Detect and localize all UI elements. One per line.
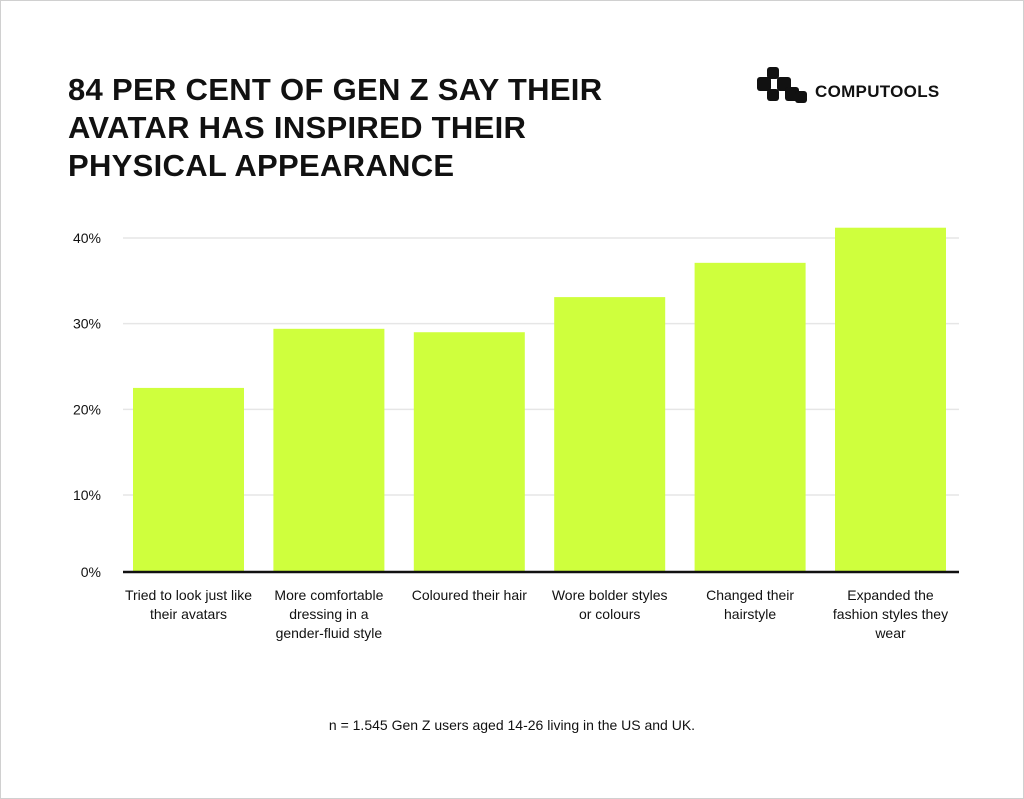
x-tick-label: Wore bolder styles or colours — [551, 587, 668, 622]
bar — [835, 227, 946, 572]
chart-title: 84 PER CENT OF GEN Z SAY THEIR AVATAR HA… — [68, 72, 603, 183]
x-tick-label: Changed their hairstyle — [706, 587, 795, 622]
y-tick-label: 30% — [73, 316, 101, 332]
bar — [694, 262, 806, 572]
computools-logo-icon — [757, 67, 807, 103]
bar — [413, 332, 525, 572]
y-tick-label: 40% — [73, 230, 101, 246]
y-tick-label: 20% — [73, 401, 101, 417]
bar — [273, 328, 385, 572]
sample-note: n = 1.545 Gen Z users aged 14-26 living … — [328, 717, 696, 733]
x-tick-label: More comfortable dressing in a gender-fl… — [274, 587, 384, 641]
x-tick-label: Tried to look just like their avatars — [124, 587, 253, 622]
y-tick-label: 10% — [73, 487, 101, 503]
brand-name: COMPUTOOLS — [815, 82, 940, 101]
x-tick-label: Expanded the fashion styles they wear — [832, 587, 949, 641]
brand-logo: COMPUTOOLS — [757, 67, 940, 107]
bar — [133, 387, 244, 572]
x-tick-label: Coloured their hair — [411, 587, 527, 603]
y-tick-label: 0% — [81, 564, 101, 580]
bar — [554, 297, 666, 572]
